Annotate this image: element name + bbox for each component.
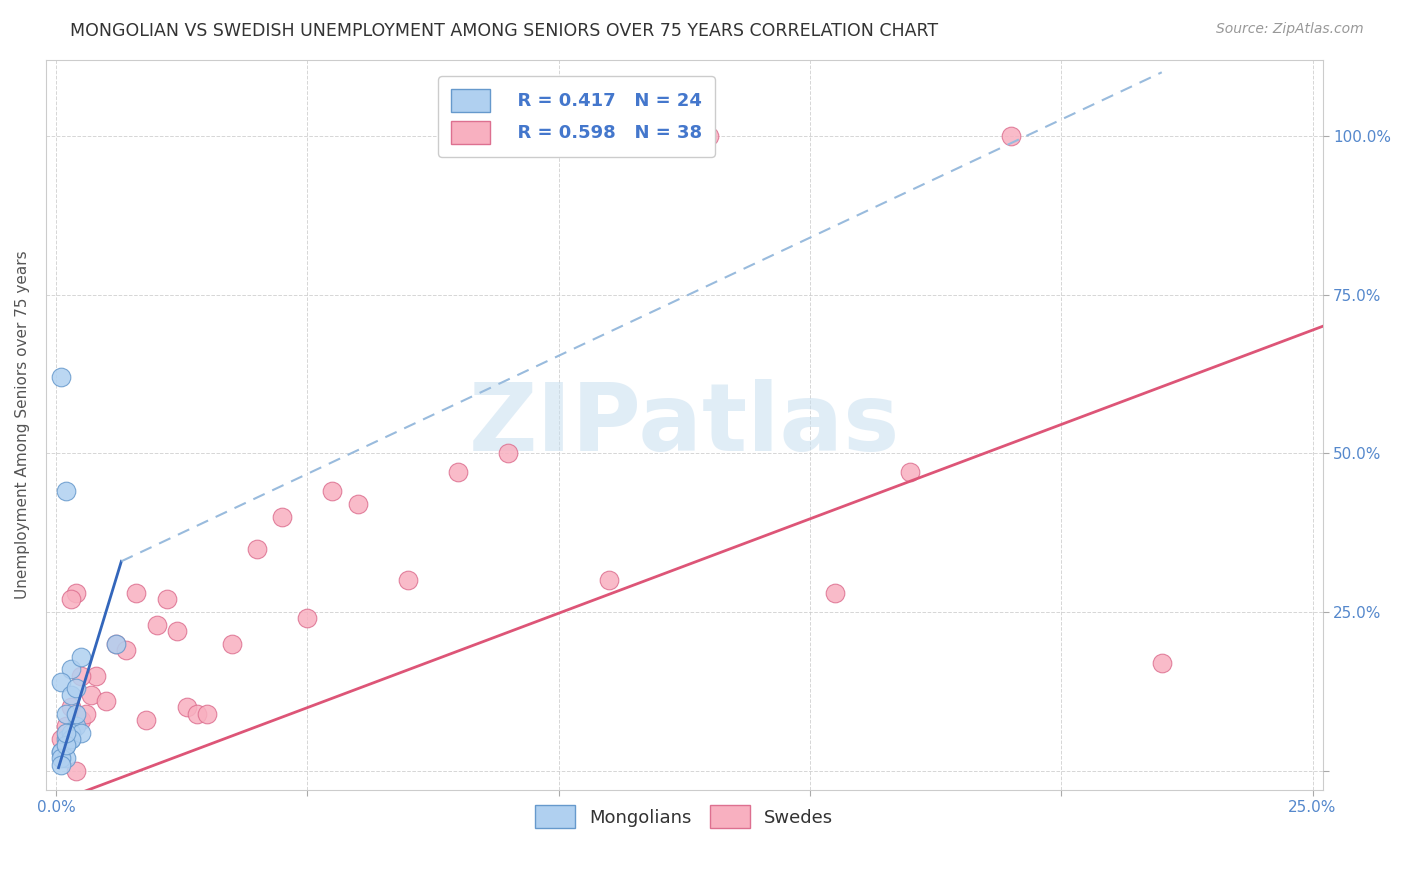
Point [396,574,419,588]
Point [65,706,87,721]
Point [55,719,77,733]
Point [65,764,87,778]
Point [60,592,83,607]
Point [598,574,620,588]
Point [60,725,83,739]
Point [176,700,198,714]
Point [55,732,77,747]
Point [271,509,294,524]
Point [166,624,188,639]
Point [70,649,93,664]
Point [49,370,72,384]
Point [96,694,118,708]
Point [105,637,128,651]
Point [900,466,922,480]
Point [65,586,87,600]
Point [49,675,72,690]
Point [55,751,77,765]
Point [125,586,148,600]
Point [55,725,77,739]
Point [60,662,83,676]
Point [49,757,72,772]
Point [49,751,72,765]
Text: MONGOLIAN VS SWEDISH UNEMPLOYMENT AMONG SENIORS OVER 75 YEARS CORRELATION CHART: MONGOLIAN VS SWEDISH UNEMPLOYMENT AMONG … [70,22,938,40]
Point [297,611,319,625]
Text: Source: ZipAtlas.com: Source: ZipAtlas.com [1216,22,1364,37]
Point [1150,656,1173,670]
Point [221,637,243,651]
Point [70,713,93,727]
Text: ZIPatlas: ZIPatlas [468,379,900,471]
Point [49,745,72,759]
Point [699,128,721,143]
Point [547,128,569,143]
Point [105,637,128,651]
Point [70,668,93,682]
Point [65,681,87,696]
Point [498,446,520,460]
Point [145,617,167,632]
Point [195,706,218,721]
Point [186,706,208,721]
Point [447,466,470,480]
Point [155,592,177,607]
Point [60,732,83,747]
Point [60,688,83,702]
Point [824,586,846,600]
Point [65,719,87,733]
Y-axis label: Unemployment Among Seniors over 75 years: Unemployment Among Seniors over 75 years [15,251,30,599]
Point [60,732,83,747]
Point [60,700,83,714]
Point [135,713,157,727]
Point [115,643,138,657]
Point [321,484,343,499]
Point [55,739,77,753]
Point [1000,128,1022,143]
Point [70,725,93,739]
Point [75,706,97,721]
Point [84,668,107,682]
Point [55,706,77,721]
Point [246,541,269,556]
Legend: Mongolians, Swedes: Mongolians, Swedes [529,798,841,836]
Point [49,732,72,747]
Point [49,745,72,759]
Point [80,688,103,702]
Point [55,484,77,499]
Point [55,739,77,753]
Point [346,497,368,511]
